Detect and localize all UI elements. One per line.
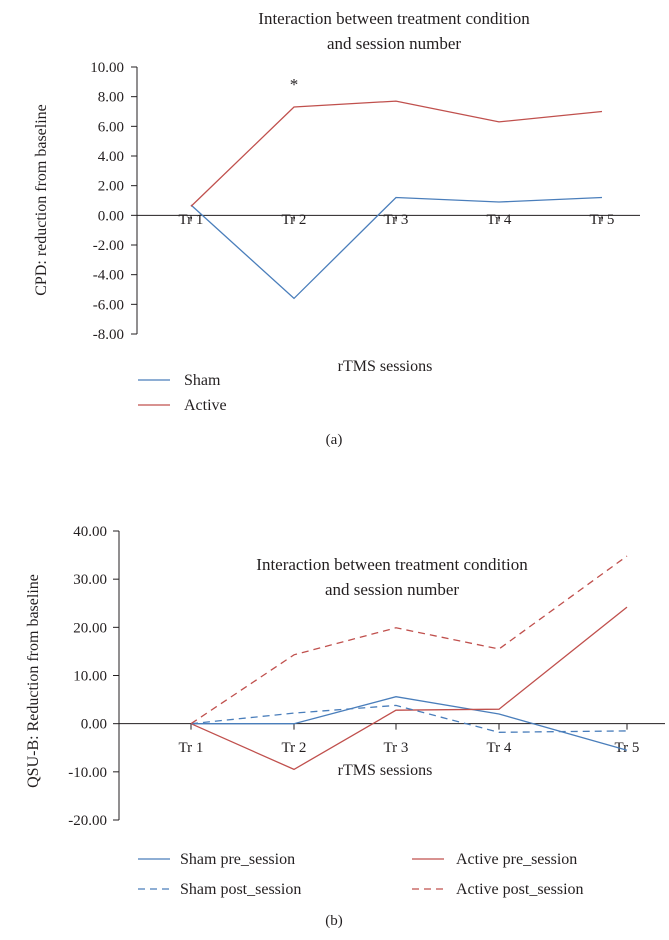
y-axis-title: QSU-B: Reduction from baseline [25, 574, 42, 788]
y-tick-label: 40.00 [73, 524, 107, 540]
y-tick-label: 2.00 [98, 179, 124, 195]
y-tick-label: 10.00 [90, 60, 124, 76]
x-category-label: Tr 5 [615, 740, 640, 756]
legend-label: Active pre_session [456, 851, 577, 868]
y-tick-label: 20.00 [73, 620, 107, 636]
x-category-label: Tr 2 [282, 212, 307, 228]
y-tick-label: 6.00 [98, 119, 124, 135]
y-tick-label: -10.00 [68, 765, 107, 781]
panel-caption: (a) [326, 432, 343, 448]
y-axis-title: CPD: reduction from baseline [33, 104, 50, 296]
y-tick-label: 8.00 [98, 90, 124, 106]
legend-label: Sham [184, 372, 221, 389]
y-tick-label: 10.00 [73, 669, 107, 685]
y-tick-label: 30.00 [73, 572, 107, 588]
series-line-sham-post-session [190, 704, 628, 733]
y-tick-label: 0.00 [98, 208, 124, 224]
x-category-label: Tr 3 [384, 740, 409, 756]
legend-label: Active post_session [456, 881, 584, 898]
legend-label: Sham post_session [180, 881, 301, 898]
x-category-label: Tr 4 [487, 212, 512, 228]
chart-title-line: Interaction between treatment condition [256, 555, 528, 574]
y-tick-label: -8.00 [93, 327, 124, 343]
series-line-active-pre-session [190, 606, 628, 771]
x-category-label: Tr 1 [179, 212, 204, 228]
series-line-active [190, 100, 603, 207]
y-tick-label: -2.00 [93, 238, 124, 254]
x-category-label: Tr 4 [487, 740, 512, 756]
x-axis-title: rTMS sessions [338, 762, 433, 779]
x-category-label: Tr 2 [282, 740, 307, 756]
chart-title-line: Interaction between treatment condition [258, 9, 530, 28]
chart-title-line: and session number [325, 580, 459, 599]
x-category-label: Tr 1 [179, 740, 204, 756]
panel-caption: (b) [325, 913, 343, 929]
y-tick-label: -20.00 [68, 813, 107, 829]
x-axis-title: rTMS sessions [338, 358, 433, 375]
y-tick-label: -6.00 [93, 297, 124, 313]
significance-marker: * [290, 75, 299, 94]
y-tick-label: 4.00 [98, 149, 124, 165]
x-category-label: Tr 3 [384, 212, 409, 228]
legend-label: Sham pre_session [180, 851, 295, 868]
chart-title-line: and session number [327, 34, 461, 53]
y-tick-label: 0.00 [81, 717, 107, 733]
x-category-label: Tr 5 [590, 212, 615, 228]
y-tick-label: -4.00 [93, 268, 124, 284]
legend-label: Active [184, 397, 227, 414]
